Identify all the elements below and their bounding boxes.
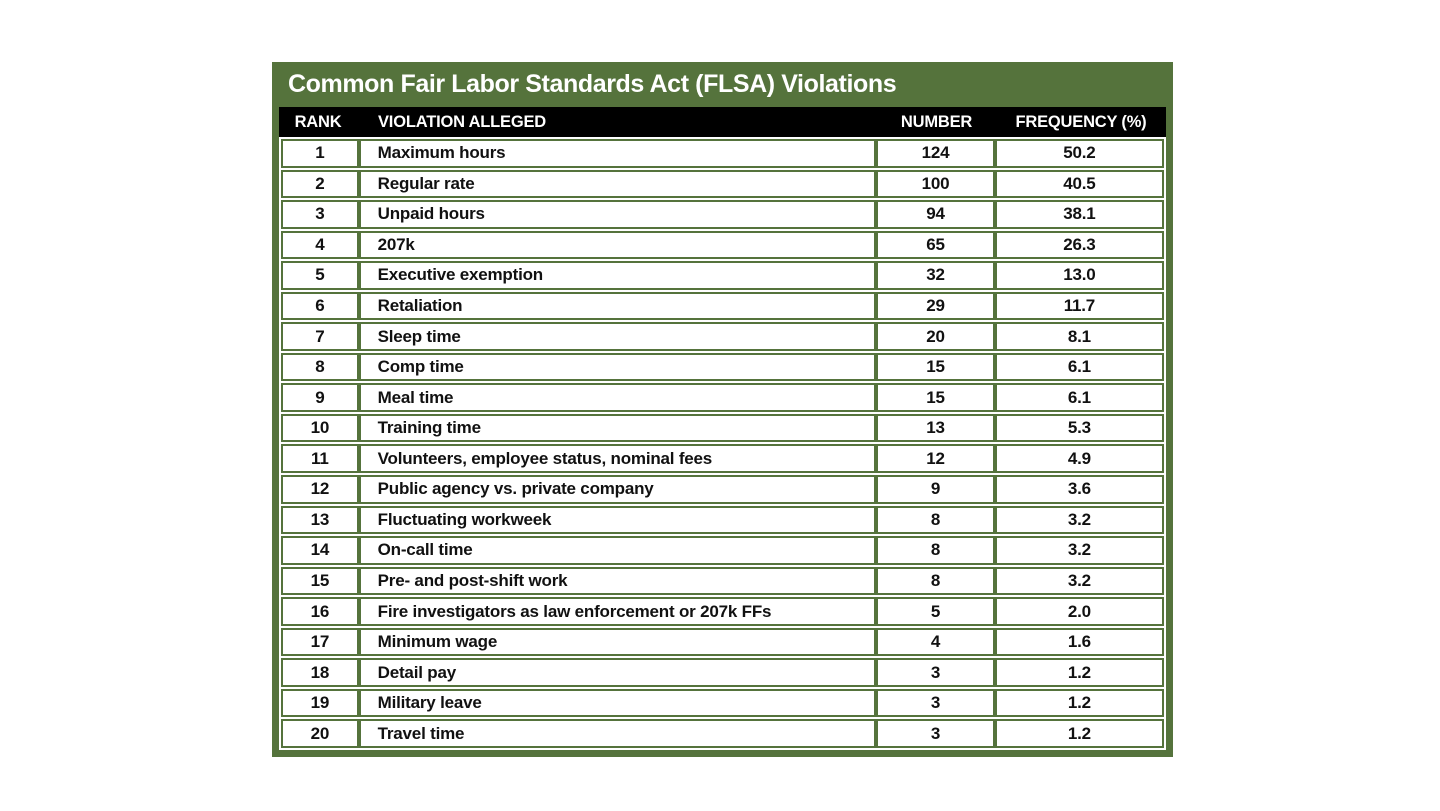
table-row-12-violation-cell: Public agency vs. private company bbox=[358, 475, 877, 504]
table-row-12-frequency-cell: 3.6 bbox=[994, 475, 1164, 504]
table-row-6-frequency-cell: 11.7 bbox=[994, 291, 1164, 321]
column-header-rank: RANK bbox=[294, 112, 342, 131]
table-row-6-number-cell: 29 bbox=[876, 291, 995, 321]
table-row-15-violation-cell: Pre- and post-shift work bbox=[358, 566, 877, 596]
table-title-band: Common Fair Labor Standards Act (FLSA) V… bbox=[279, 62, 1166, 107]
table-row-18-violation-cell: Detail pay bbox=[358, 658, 877, 687]
table-header-row: RANK VIOLATION ALLEGED NUMBER FREQUENCY … bbox=[279, 107, 1166, 137]
column-header-frequency: FREQUENCY (%) bbox=[1015, 112, 1147, 131]
table-row-8-frequency-cell: 6.1 bbox=[994, 352, 1164, 382]
table-row-18-rank-cell: 18 bbox=[281, 658, 359, 687]
table-row-14-number-cell: 8 bbox=[876, 536, 995, 565]
table-row-16-frequency-cell: 2.0 bbox=[994, 597, 1164, 626]
table-row-13-violation-cell: Fluctuating workweek bbox=[358, 505, 877, 535]
table-row-7-rank-cell: 7 bbox=[281, 322, 359, 351]
table-row-16-number-cell: 5 bbox=[876, 597, 995, 626]
table-row-12-number-cell: 9 bbox=[876, 475, 995, 504]
table-row-8-number-cell: 15 bbox=[876, 352, 995, 382]
table-row-11-number-cell: 12 bbox=[876, 444, 995, 474]
table-row-10-frequency-cell: 5.3 bbox=[994, 413, 1164, 443]
table-row-5-violation-cell: Executive exemption bbox=[358, 261, 877, 290]
table-row-1-number-cell: 124 bbox=[876, 139, 995, 168]
table-row-2-number-cell: 100 bbox=[876, 169, 995, 199]
table-row-13-rank-cell: 13 bbox=[281, 505, 359, 535]
table-row-13-number-cell: 8 bbox=[876, 505, 995, 535]
table-row-17-number-cell: 4 bbox=[876, 627, 995, 657]
table-row-18-number-cell: 3 bbox=[876, 658, 995, 687]
table-row-12-rank-cell: 12 bbox=[281, 475, 359, 504]
table-row-10-rank-cell: 10 bbox=[281, 413, 359, 443]
table-row-10-violation-cell: Training time bbox=[358, 413, 877, 443]
table-row-9-number-cell: 15 bbox=[876, 383, 995, 412]
table-row-3-rank-cell: 3 bbox=[281, 200, 359, 229]
table-row-20-rank-cell: 20 bbox=[281, 719, 359, 748]
table-row-20-frequency-cell: 1.2 bbox=[994, 719, 1164, 748]
table-title: Common Fair Labor Standards Act (FLSA) V… bbox=[288, 70, 897, 98]
table-row-18-frequency-cell: 1.2 bbox=[994, 658, 1164, 687]
table-row-20-number-cell: 3 bbox=[876, 719, 995, 748]
table-row-17-rank-cell: 17 bbox=[281, 627, 359, 657]
table-row-9-frequency-cell: 6.1 bbox=[994, 383, 1164, 412]
table-row-4-number-cell: 65 bbox=[876, 230, 995, 260]
table-row-1-rank-cell: 1 bbox=[281, 139, 359, 168]
table-row-14-violation-cell: On-call time bbox=[358, 536, 877, 565]
table-body: 1 Maximum hours 124 50.2 2 Regular rate 100 40.… bbox=[279, 137, 1166, 750]
table-row-19-number-cell: 3 bbox=[876, 688, 995, 718]
column-header-number: NUMBER bbox=[900, 112, 973, 131]
table-row-19-frequency-cell: 1.2 bbox=[994, 688, 1164, 718]
table-row-4-frequency-cell: 26.3 bbox=[994, 230, 1164, 260]
table-row-7-frequency-cell: 8.1 bbox=[994, 322, 1164, 351]
table-row-7-violation-cell: Sleep time bbox=[358, 322, 877, 351]
table-row-9-violation-cell: Meal time bbox=[358, 383, 877, 412]
table-row-14-frequency-cell: 3.2 bbox=[994, 536, 1164, 565]
table-row-5-frequency-cell: 13.0 bbox=[994, 261, 1164, 290]
table-row-1-frequency-cell: 50.2 bbox=[994, 139, 1164, 168]
table-row-15-rank-cell: 15 bbox=[281, 566, 359, 596]
table-row-17-violation-cell: Minimum wage bbox=[358, 627, 877, 657]
table-row-3-violation-cell: Unpaid hours bbox=[358, 200, 877, 229]
table-row-11-rank-cell: 11 bbox=[281, 444, 359, 474]
table-row-4-rank-cell: 4 bbox=[281, 230, 359, 260]
table-row-11-violation-cell: Volunteers, employee status, nominal fee… bbox=[358, 444, 877, 474]
table-row-7-number-cell: 20 bbox=[876, 322, 995, 351]
table-row-4-violation-cell: 207k bbox=[358, 230, 877, 260]
table-row-16-violation-cell: Fire investigators as law enforcement or… bbox=[358, 597, 877, 626]
table-row-6-rank-cell: 6 bbox=[281, 291, 359, 321]
table-row-1-violation-cell: Maximum hours bbox=[358, 139, 877, 168]
table-row-15-number-cell: 8 bbox=[876, 566, 995, 596]
table-row-8-rank-cell: 8 bbox=[281, 352, 359, 382]
table-row-15-frequency-cell: 3.2 bbox=[994, 566, 1164, 596]
table-row-2-frequency-cell: 40.5 bbox=[994, 169, 1164, 199]
table-row-2-violation-cell: Regular rate bbox=[358, 169, 877, 199]
table-row-19-rank-cell: 19 bbox=[281, 688, 359, 718]
table-row-11-frequency-cell: 4.9 bbox=[994, 444, 1164, 474]
table-row-14-rank-cell: 14 bbox=[281, 536, 359, 565]
table-row-5-number-cell: 32 bbox=[876, 261, 995, 290]
table-row-8-violation-cell: Comp time bbox=[358, 352, 877, 382]
table-row-3-number-cell: 94 bbox=[876, 200, 995, 229]
table-row-2-rank-cell: 2 bbox=[281, 169, 359, 199]
table-row-6-violation-cell: Retaliation bbox=[358, 291, 877, 321]
table-row-3-frequency-cell: 38.1 bbox=[994, 200, 1164, 229]
table-row-13-frequency-cell: 3.2 bbox=[994, 505, 1164, 535]
table-row-9-rank-cell: 9 bbox=[281, 383, 359, 412]
table-row-10-number-cell: 13 bbox=[876, 413, 995, 443]
table-row-5-rank-cell: 5 bbox=[281, 261, 359, 290]
flsa-violations-table: Common Fair Labor Standards Act (FLSA) V… bbox=[272, 62, 1173, 757]
column-header-violation: VIOLATION ALLEGED bbox=[378, 112, 547, 131]
table-row-19-violation-cell: Military leave bbox=[358, 688, 877, 718]
table-row-17-frequency-cell: 1.6 bbox=[994, 627, 1164, 657]
table-row-16-rank-cell: 16 bbox=[281, 597, 359, 626]
table-row-20-violation-cell: Travel time bbox=[358, 719, 877, 748]
